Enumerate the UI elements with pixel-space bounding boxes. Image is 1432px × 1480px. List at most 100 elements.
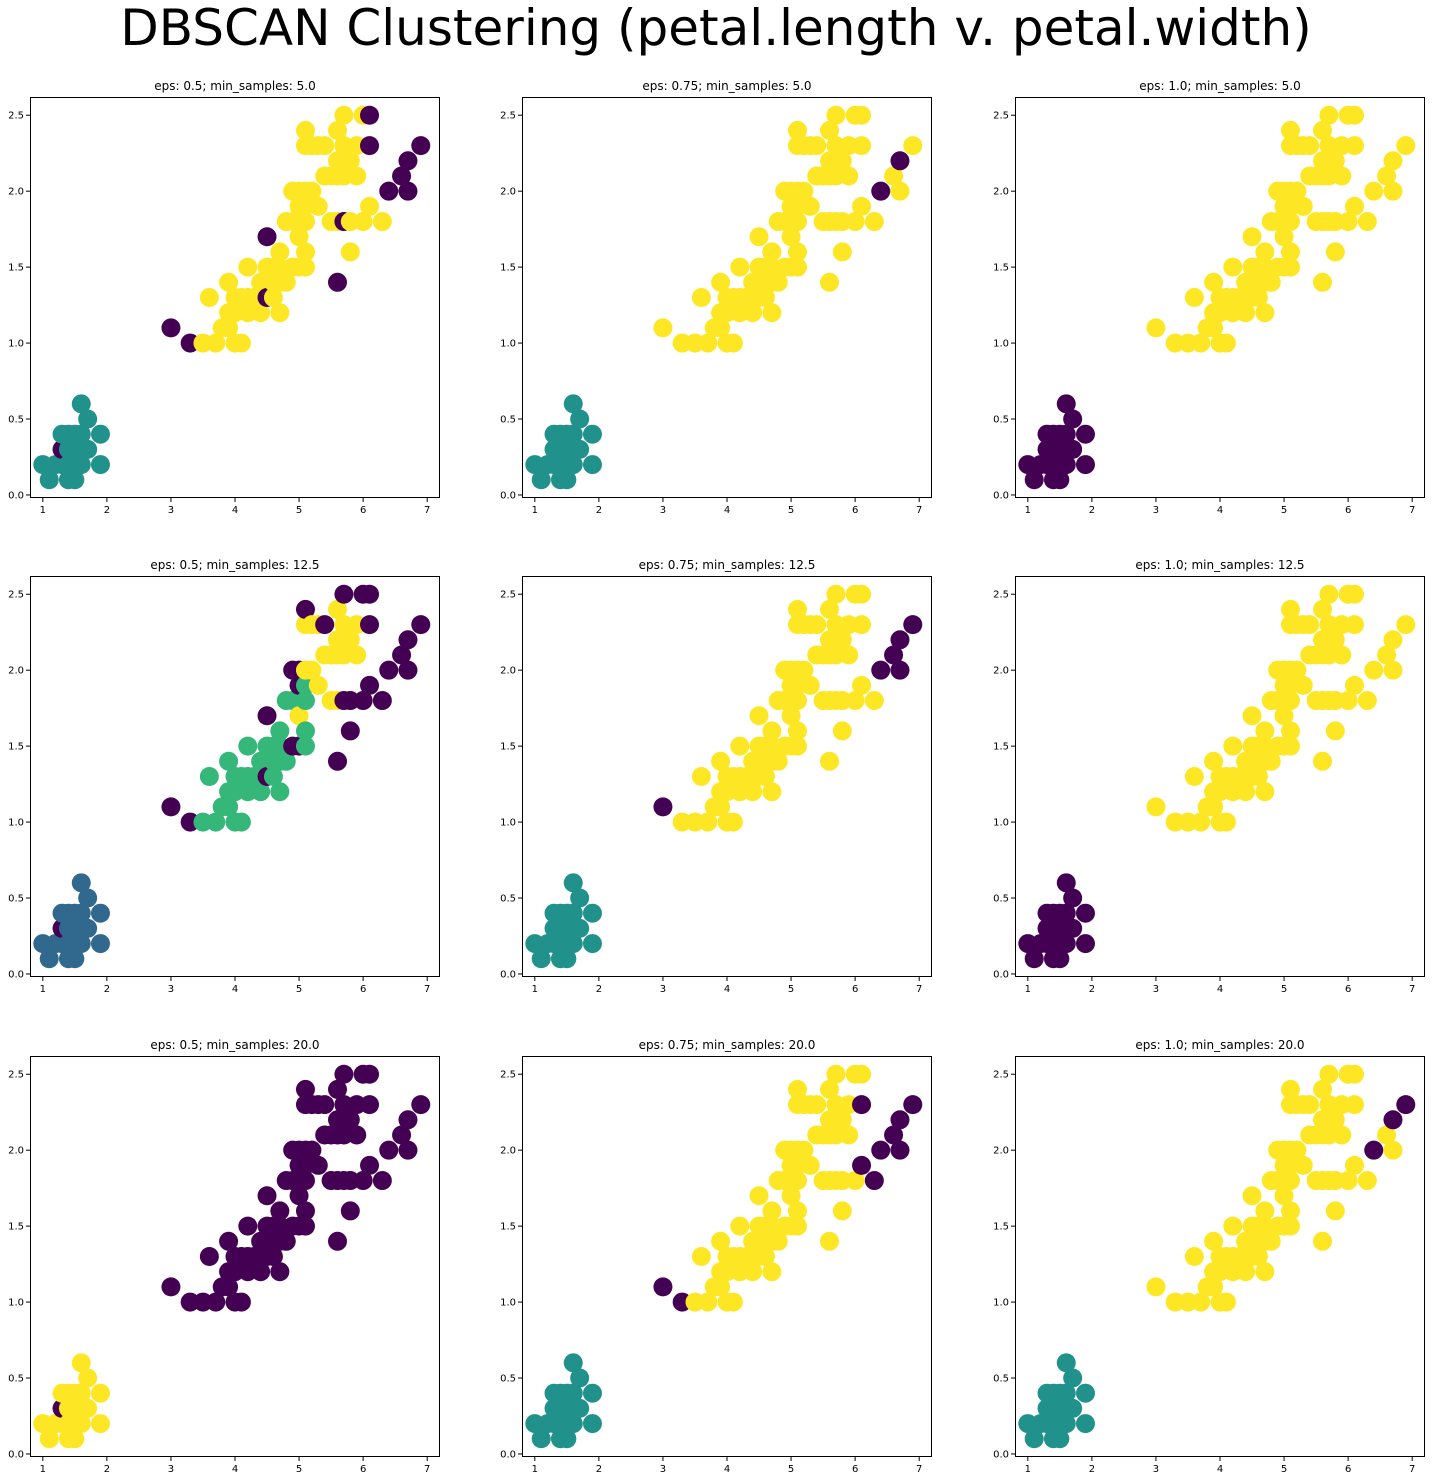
scatter-point [890, 151, 910, 171]
scatter-point [570, 409, 590, 429]
scatter-point [852, 105, 872, 125]
scatter-point [360, 1064, 380, 1084]
scatter-point [1255, 1262, 1275, 1282]
scatter-point [582, 903, 602, 923]
scatter-point [531, 470, 551, 490]
scatter-point [90, 934, 110, 954]
scatter-point [768, 272, 788, 292]
scatter-point [852, 1155, 872, 1175]
scatter-point [71, 424, 91, 444]
subplot-7: eps: 0.5; min_samples: 20.0 1 2 3 4 5 6 7 0.0 0.5… [8, 1038, 440, 1475]
scatter-point [71, 394, 91, 414]
x-tick-label: 7 [1409, 984, 1415, 995]
x-tick-label: 2 [596, 984, 602, 995]
scatter-point [1325, 630, 1345, 650]
x-tick-label: 4 [724, 505, 730, 516]
scatter-point [871, 181, 891, 201]
y-tick-label: 2.0 [500, 666, 516, 677]
x-tick-label: 6 [1345, 1464, 1351, 1475]
scatter-point [295, 1079, 315, 1099]
scatter-point [762, 1201, 782, 1221]
scatter-point [340, 151, 360, 171]
subplot-9: eps: 1.0; min_samples: 20.0 1 2 3 4 5 6 7 0.0 0.5… [993, 1038, 1425, 1475]
scatter-point [270, 242, 290, 262]
scatter-point [1184, 767, 1204, 786]
scatter-point [531, 1429, 551, 1449]
scatter-point [308, 1155, 328, 1175]
scatter-point [1223, 257, 1243, 277]
subplot-4: eps: 0.5; min_samples: 12.5 1 2 3 4 5 6 7 0.0 0.5… [8, 558, 440, 995]
scatter-point [392, 1125, 412, 1145]
scatter-point [768, 1231, 788, 1251]
scatter-point [1280, 120, 1300, 140]
scatter-point [852, 584, 872, 604]
scatter-point [787, 120, 807, 140]
x-tick-label: 1 [1025, 1464, 1031, 1475]
scatter-point [1325, 242, 1345, 262]
scatter-point [161, 318, 181, 338]
scatter-point [78, 409, 98, 429]
scatter-point [71, 934, 91, 954]
scatter-point [302, 660, 322, 680]
scatter-point [295, 691, 315, 711]
scatter-point [78, 439, 98, 459]
scatter-point [1255, 242, 1275, 262]
scatter-point [231, 1292, 251, 1312]
scatter-point [563, 455, 583, 475]
scatter-point [1255, 1201, 1275, 1221]
x-tick-label: 7 [1409, 1464, 1415, 1475]
scatter-point [1261, 1231, 1281, 1251]
scatter-point [219, 1277, 239, 1297]
scatter-point [1280, 599, 1300, 619]
scatter-point [711, 797, 731, 817]
scatter-point [755, 288, 775, 307]
scatter-point [206, 333, 226, 353]
scatter-point [360, 196, 380, 216]
y-tick-label: 1.5 [993, 1222, 1009, 1233]
y-tick-label: 0.5 [993, 415, 1009, 426]
scatter-point [730, 257, 750, 277]
y-tick-label: 0.0 [500, 490, 516, 501]
scatter-point [698, 333, 718, 353]
scatter-point [768, 751, 788, 771]
x-tick-label: 1 [1025, 984, 1031, 995]
scatter-point [582, 934, 602, 954]
scatter-point [820, 1079, 839, 1099]
scatter-point [1075, 424, 1095, 444]
subplot-2: eps: 0.75; min_samples: 5.0 1 2 3 4 5 6 7 0.0 0.5… [500, 79, 932, 516]
scatter-point [582, 1414, 602, 1434]
scatter-point [295, 242, 315, 262]
scatter-point [781, 1186, 801, 1206]
scatter-point [871, 1140, 891, 1160]
scatter-point [1325, 721, 1345, 741]
x-tick-label: 5 [296, 1464, 302, 1475]
scatter-point [392, 645, 412, 665]
scatter-point [270, 782, 290, 802]
subplot-title: eps: 1.0; min_samples: 12.5 [1135, 558, 1304, 572]
scatter-point [1364, 1140, 1384, 1160]
scatter-point [1280, 1079, 1300, 1099]
scatter-point [1063, 409, 1083, 429]
x-tick-label: 5 [1281, 984, 1287, 995]
y-tick-label: 0.5 [500, 1374, 516, 1385]
x-tick-label: 3 [660, 1464, 666, 1475]
scatter-point [557, 1429, 577, 1449]
y-tick-label: 0.0 [993, 969, 1009, 980]
axes-frame [30, 1056, 440, 1457]
scatter-point [1325, 1110, 1345, 1130]
scatter-point [71, 873, 91, 893]
scatter-point [884, 1125, 904, 1145]
scatter-point [1345, 675, 1365, 695]
x-tick-label: 4 [232, 984, 238, 995]
scatter-point [1075, 1383, 1095, 1403]
scatter-point [845, 1171, 865, 1191]
scatter-point [347, 166, 367, 186]
scatter-point [353, 691, 373, 711]
x-tick-label: 3 [168, 1464, 174, 1475]
scatter-point [295, 1201, 315, 1221]
scatter-point [1274, 1186, 1294, 1206]
scatter-point [653, 1277, 673, 1297]
scatter-point [884, 645, 904, 665]
scatter-point [90, 1414, 110, 1434]
y-tick-label: 1.0 [500, 339, 516, 350]
